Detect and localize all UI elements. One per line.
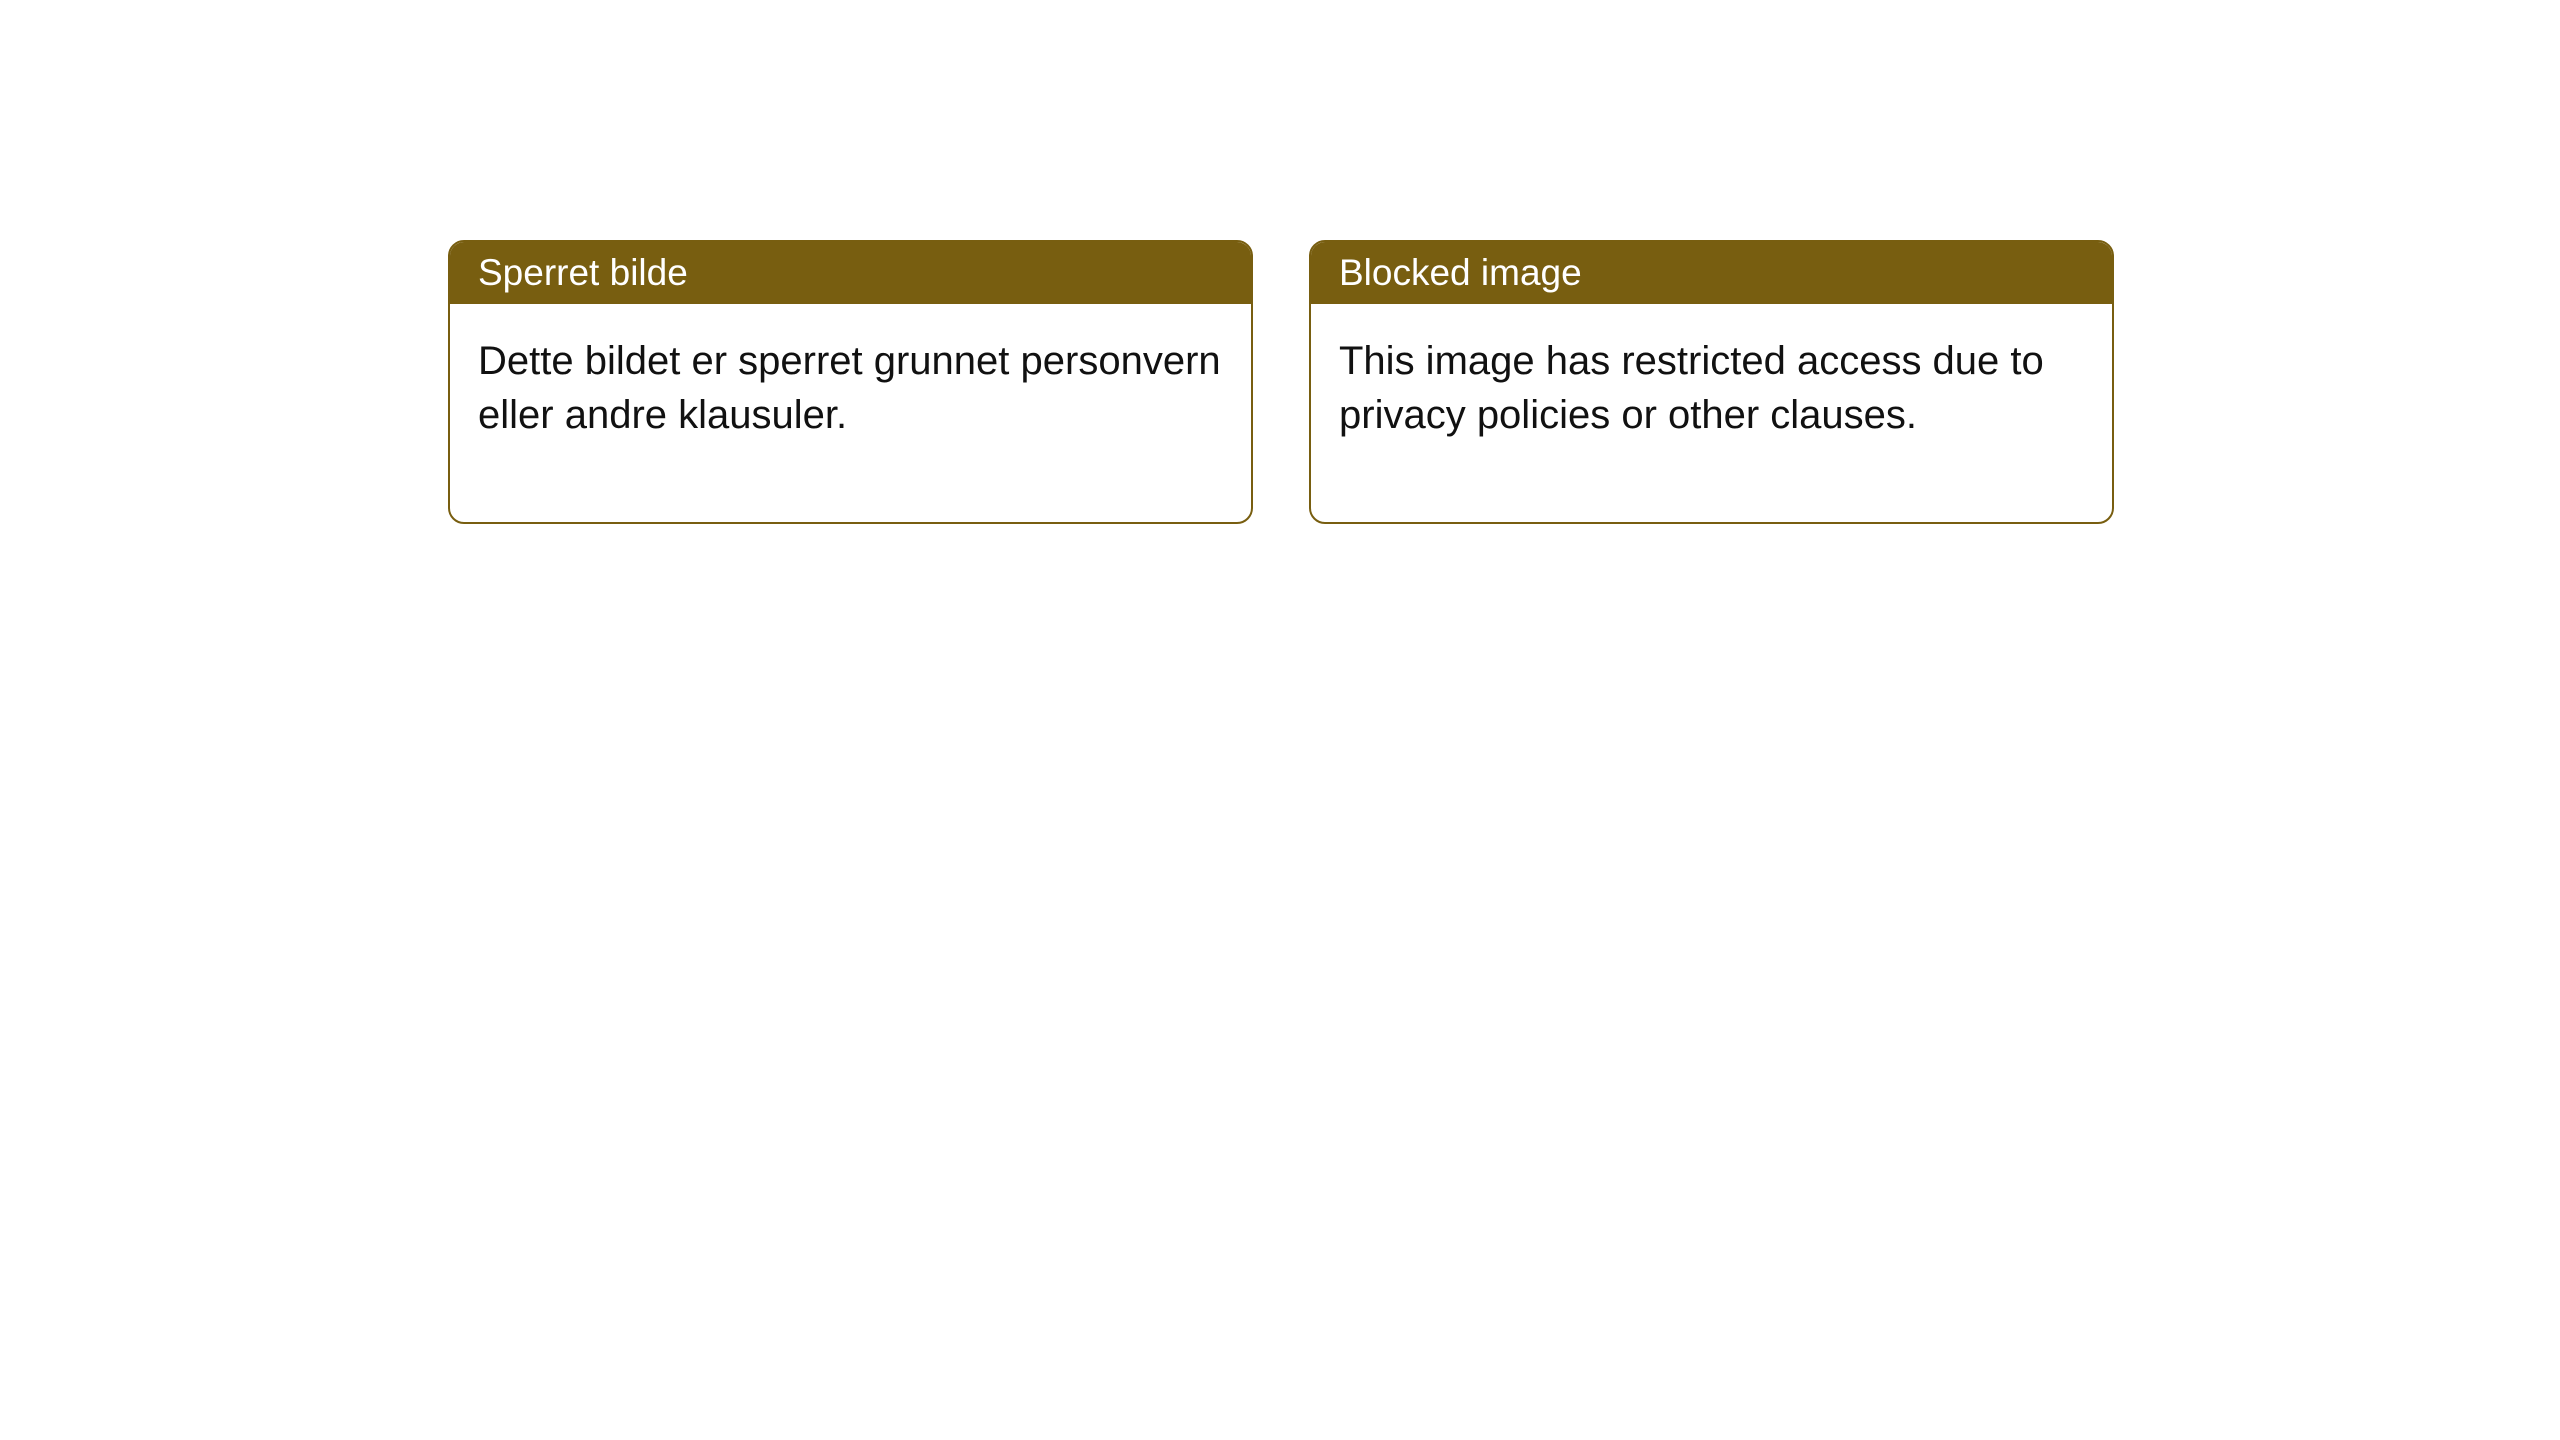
notice-title: Sperret bilde (478, 252, 688, 293)
notice-body: Dette bildet er sperret grunnet personve… (450, 304, 1251, 522)
notice-body: This image has restricted access due to … (1311, 304, 2112, 522)
notice-message: Dette bildet er sperret grunnet personve… (478, 339, 1221, 437)
notice-box-english: Blocked image This image has restricted … (1309, 240, 2114, 524)
notice-container: Sperret bilde Dette bildet er sperret gr… (448, 240, 2114, 524)
notice-title: Blocked image (1339, 252, 1582, 293)
notice-header: Sperret bilde (450, 242, 1251, 304)
notice-box-norwegian: Sperret bilde Dette bildet er sperret gr… (448, 240, 1253, 524)
notice-header: Blocked image (1311, 242, 2112, 304)
notice-message: This image has restricted access due to … (1339, 339, 2044, 437)
